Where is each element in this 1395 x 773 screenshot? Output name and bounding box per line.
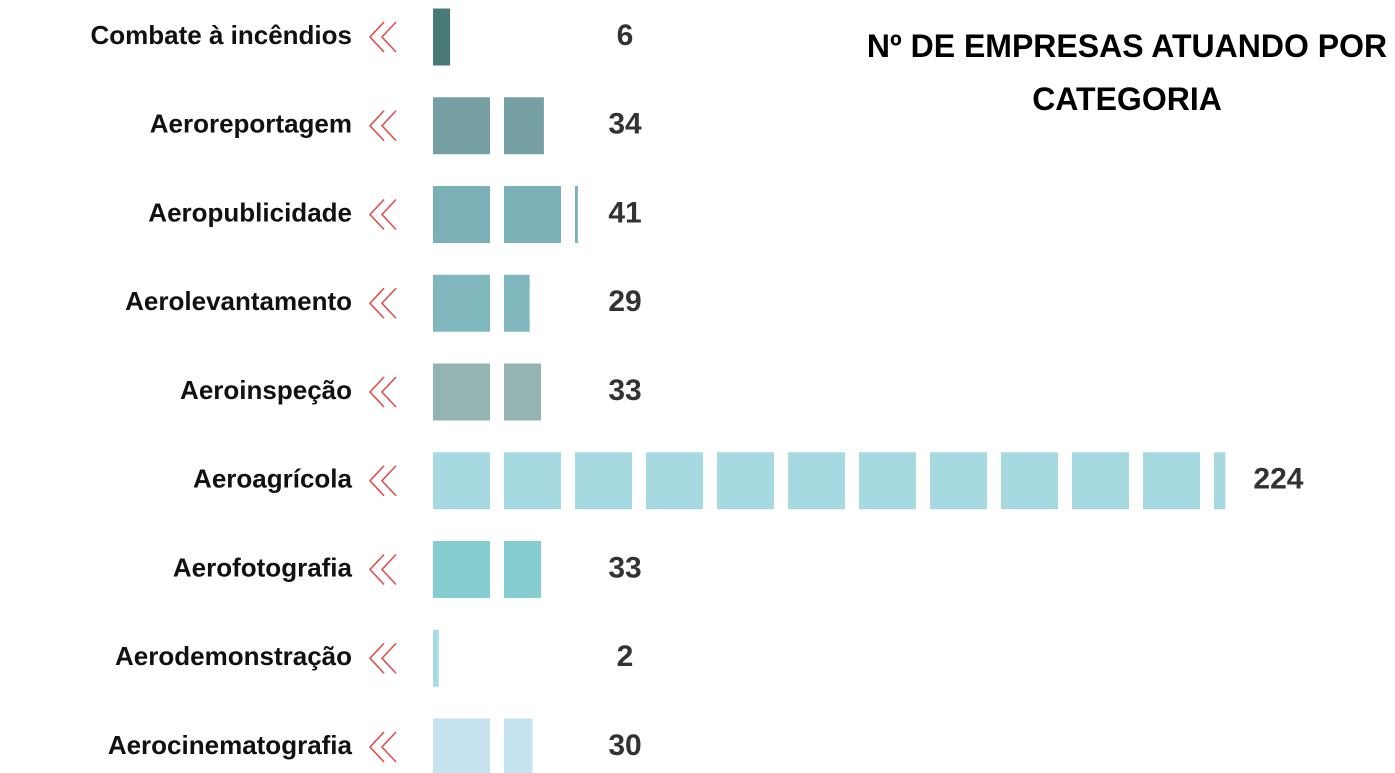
chevron (380, 465, 397, 497)
value-label: 33 (608, 551, 641, 584)
value-label: 29 (608, 285, 641, 318)
bar-block (788, 452, 845, 510)
bar-block (504, 274, 530, 332)
bar-block (504, 541, 542, 598)
chevron (380, 642, 397, 674)
chevron (368, 731, 385, 763)
category-label: Aerolevantamento (125, 286, 352, 316)
bar (433, 97, 544, 155)
bar-block (646, 452, 703, 510)
chevron (368, 21, 385, 53)
chevron (380, 198, 397, 231)
bar-block (504, 363, 542, 421)
chevron (368, 376, 385, 408)
category-label: Aerodemonstração (115, 641, 352, 671)
bar-block (433, 97, 490, 155)
chevron (368, 553, 385, 586)
chevron (380, 731, 397, 763)
bar (433, 718, 533, 773)
chevron (380, 110, 397, 142)
bar-block (433, 718, 490, 773)
category-label: Aeroinspeção (180, 375, 352, 405)
bar-block (433, 274, 490, 332)
bar-block (433, 629, 439, 687)
value-label: 30 (608, 729, 641, 762)
chevron (368, 110, 385, 142)
bar-block (433, 452, 490, 510)
bar-block (1072, 452, 1129, 510)
bar (433, 629, 439, 687)
value-label: 224 (1253, 463, 1303, 496)
value-label: 2 (617, 640, 634, 673)
chart-title: Nº DE EMPRESAS ATUANDO POR CATEGORIA (866, 28, 1388, 117)
value-label: 6 (617, 19, 634, 52)
value-label: 33 (608, 374, 641, 407)
bar (433, 363, 542, 421)
bar-block (504, 452, 561, 510)
category-label: Aerocinematografia (108, 730, 353, 760)
bar (433, 186, 578, 243)
bar-block (575, 452, 632, 510)
category-label: Aerofotografia (173, 552, 353, 582)
bar-block (433, 186, 490, 243)
bar (433, 8, 451, 66)
bar-block (433, 363, 490, 421)
bar-block (504, 186, 561, 243)
chevron (368, 465, 385, 497)
bar-block (433, 8, 451, 66)
bar-block (1143, 452, 1200, 510)
chevron (368, 642, 385, 674)
chevron (380, 553, 397, 586)
chevron (368, 287, 385, 319)
chevron (380, 21, 397, 53)
value-label: 34 (608, 108, 642, 141)
bar-block (433, 541, 490, 598)
bar-block (930, 452, 987, 510)
category-label: Aeropublicidade (148, 197, 352, 227)
bar-block (504, 97, 544, 155)
bar-block (1214, 452, 1226, 510)
bar (433, 541, 542, 598)
chevron (380, 376, 397, 408)
bar-block (504, 718, 533, 773)
chevron (380, 287, 397, 319)
bar (433, 274, 530, 332)
bar-block (717, 452, 774, 510)
bar-block (575, 186, 578, 243)
bar-block (1001, 452, 1058, 510)
category-label: Aeroagrícola (193, 464, 352, 494)
category-label: Aeroreportagem (150, 109, 352, 139)
bar (433, 452, 1226, 510)
chevron (368, 198, 385, 231)
bar-block (859, 452, 916, 510)
value-label: 41 (608, 196, 641, 229)
category-label: Combate à incêndios (91, 20, 353, 50)
